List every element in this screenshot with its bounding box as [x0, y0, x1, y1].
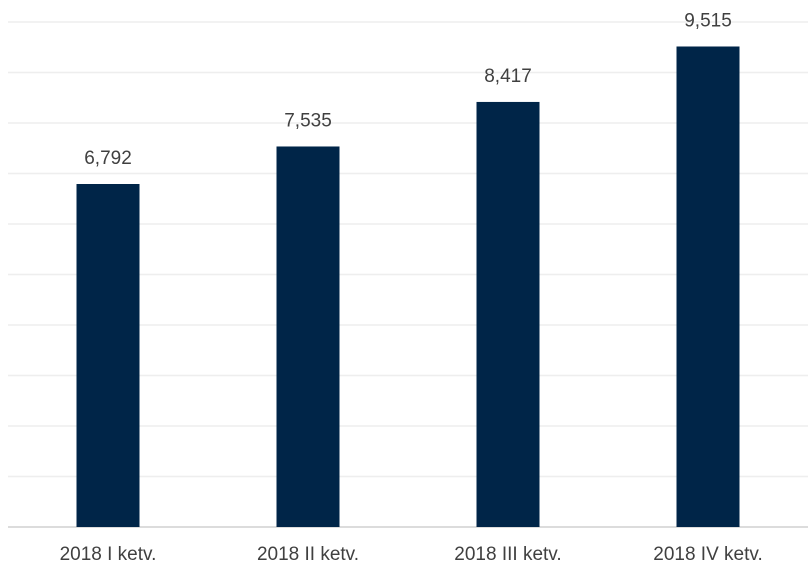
x-tick-label: 2018 II ketv.	[257, 544, 359, 565]
bar	[276, 146, 340, 528]
data-label: 8,417	[484, 66, 532, 87]
bar	[676, 46, 740, 528]
x-tick-label: 2018 III ketv.	[454, 544, 561, 565]
x-tick-label: 2018 I ketv.	[60, 544, 157, 565]
data-label: 6,792	[84, 148, 132, 169]
x-tick-label: 2018 IV ketv.	[653, 544, 763, 565]
data-label: 9,515	[684, 11, 732, 32]
bar	[76, 184, 140, 527]
data-label: 7,535	[284, 110, 332, 131]
bar	[476, 101, 540, 527]
